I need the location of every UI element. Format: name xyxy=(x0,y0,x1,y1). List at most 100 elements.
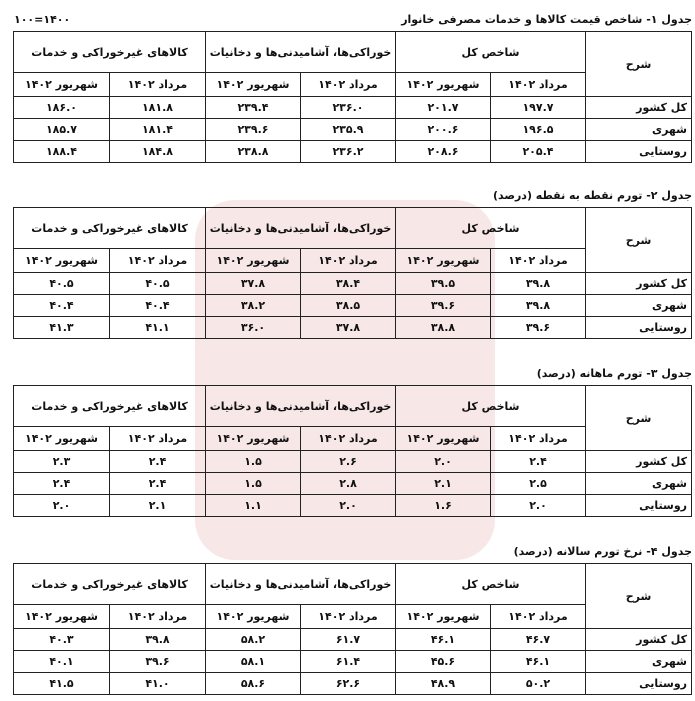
table-cell: ۴۶.۱ xyxy=(490,650,586,673)
table-cell: ۱.۵ xyxy=(205,472,301,495)
table-row: شهری ۲.۵ ۲.۱ ۲.۸ ۱.۵ ۲.۴ ۲.۴ xyxy=(13,472,692,495)
table-cell: ۵۸.۲ xyxy=(205,628,301,651)
table-block: جدول ۱- شاخص قیمت کالاها و خدمات مصرفی خ… xyxy=(13,12,692,163)
table-cell: ۲۳۹.۴ xyxy=(205,96,301,119)
row-label: روستایی xyxy=(585,494,692,517)
subheader-cell: شهریور ۱۴۰۲ xyxy=(13,72,110,97)
table-cell: ۴۰.۴ xyxy=(109,294,206,317)
subheader-cell: مرداد ۱۴۰۲ xyxy=(300,426,396,451)
table-cell: ۲۳۹.۶ xyxy=(205,118,301,141)
table-cell: ۲.۴ xyxy=(109,450,206,473)
header-cell: شرح xyxy=(585,207,692,273)
table-cell: ۱۸۱.۸ xyxy=(109,96,206,119)
table-cell: ۲۰۱.۷ xyxy=(395,96,491,119)
group-header: خوراکی‌ها، آشامیدنی‌ها و دخانیات xyxy=(205,207,396,249)
table-cell: ۶۱.۷ xyxy=(300,628,396,651)
table-cell: ۳۶.۰ xyxy=(205,316,301,339)
subheader-cell: مرداد ۱۴۰۲ xyxy=(109,248,206,273)
table-cell: ۲.۴ xyxy=(13,472,110,495)
table-caption: جدول ۳- تورم ماهانه (درصد) xyxy=(14,366,692,382)
table-cell: ۳۹.۸ xyxy=(490,272,586,295)
table-cell: ۲.۵ xyxy=(490,472,586,495)
header-row: شرح شاخص کل خوراکی‌ها، آشامیدنی‌ها و دخانی… xyxy=(13,563,692,629)
subheader-row: مرداد ۱۴۰۲ شهریور ۱۴۰۲ مرداد ۱۴۰۲ شهریور ۱۴… xyxy=(13,604,692,629)
table-cell: ۲.۶ xyxy=(300,450,396,473)
table-cell: ۴۱.۱ xyxy=(109,316,206,339)
subheader-cell: شهریور ۱۴۰۲ xyxy=(13,426,110,451)
row-label: کل کشور xyxy=(585,450,692,473)
row-label: روستایی xyxy=(585,316,692,339)
row-label: روستایی xyxy=(585,672,692,695)
table-cell: ۴۶.۷ xyxy=(490,628,586,651)
table-cell: ۴۱.۵ xyxy=(13,672,110,695)
subheader-cell: مرداد ۱۴۰۲ xyxy=(109,604,206,629)
row-label: شهری xyxy=(585,294,692,317)
table-row: کل کشور ۲.۴ ۲.۰ ۲.۶ ۱.۵ ۲.۴ ۲.۳ xyxy=(13,450,692,473)
table-row: شهری ۳۹.۸ ۳۹.۶ ۳۸.۵ ۳۸.۲ ۴۰.۴ ۴۰.۴ xyxy=(13,294,692,317)
table-cell: ۳۷.۸ xyxy=(205,272,301,295)
subheader-cell: شهریور ۱۴۰۲ xyxy=(395,426,491,451)
table-cell: ۴۰.۳ xyxy=(13,628,110,651)
table-cell: ۳۸.۴ xyxy=(300,272,396,295)
group-header: کالاهای غیرخوراکی و خدمات xyxy=(13,207,206,249)
table-title: جدول ۱- شاخص قیمت کالاها و خدمات مصرفی خ… xyxy=(401,13,692,26)
subheader-cell: شهریور ۱۴۰۲ xyxy=(395,248,491,273)
table-cell: ۲.۱ xyxy=(109,494,206,517)
row-label: کل کشور xyxy=(585,272,692,295)
table-cell: ۵۰.۲ xyxy=(490,672,586,695)
row-label: کل کشور xyxy=(585,96,692,119)
table-cell: ۳۹.۶ xyxy=(109,650,206,673)
table-row: روستایی ۵۰.۲ ۴۸.۹ ۶۲.۶ ۵۸.۶ ۴۱.۰ ۴۱.۵ xyxy=(13,672,692,695)
subheader-cell: شهریور ۱۴۰۲ xyxy=(205,72,301,97)
table-cell: ۱.۱ xyxy=(205,494,301,517)
table-title: جدول ۲- تورم نقطه به نقطه (درصد) xyxy=(492,189,692,202)
subheader-cell: مرداد ۱۴۰۲ xyxy=(300,72,396,97)
group-header: کالاهای غیرخوراکی و خدمات xyxy=(13,563,206,605)
table-cell: ۳۸.۸ xyxy=(395,316,491,339)
subheader-cell: مرداد ۱۴۰۲ xyxy=(300,604,396,629)
group-header: شاخص کل xyxy=(395,385,586,427)
row-label: روستایی xyxy=(585,140,692,163)
table-cell: ۵۸.۶ xyxy=(205,672,301,695)
group-header: خوراکی‌ها، آشامیدنی‌ها و دخانیات xyxy=(205,385,396,427)
table-cell: ۳۹.۸ xyxy=(109,628,206,651)
table-block: جدول ۲- تورم نقطه به نقطه (درصد) شرح شاخص … xyxy=(13,188,692,339)
group-header: خوراکی‌ها، آشامیدنی‌ها و دخانیات xyxy=(205,563,396,605)
subheader-cell: شهریور ۱۴۰۲ xyxy=(395,72,491,97)
table-cell: ۳۷.۸ xyxy=(300,316,396,339)
table-title: جدول ۴- نرخ تورم سالانه (درصد) xyxy=(513,545,692,558)
table-cell: ۴۰.۱ xyxy=(13,650,110,673)
table-cell: ۱۸۵.۷ xyxy=(13,118,110,141)
table-block: جدول ۴- نرخ تورم سالانه (درصد) شرح شاخص کل… xyxy=(13,544,692,695)
table-cell: ۲.۱ xyxy=(395,472,491,495)
group-header: کالاهای غیرخوراکی و خدمات xyxy=(13,31,206,73)
subheader-cell: مرداد ۱۴۰۲ xyxy=(109,72,206,97)
subheader-cell: شهریور ۱۴۰۲ xyxy=(395,604,491,629)
table-cell: ۲۰۸.۶ xyxy=(395,140,491,163)
table-cell: ۴۸.۹ xyxy=(395,672,491,695)
header-cell: شرح xyxy=(585,31,692,97)
table-row: شهری ۴۶.۱ ۴۵.۶ ۶۱.۴ ۵۸.۱ ۳۹.۶ ۴۰.۱ xyxy=(13,650,692,673)
table-cell: ۶۲.۶ xyxy=(300,672,396,695)
table-caption: جدول ۲- تورم نقطه به نقطه (درصد) xyxy=(14,188,692,204)
table-cell: ۱۸۶.۰ xyxy=(13,96,110,119)
subheader-cell: مرداد ۱۴۰۲ xyxy=(490,248,586,273)
subheader-cell: شهریور ۱۴۰۲ xyxy=(205,426,301,451)
group-header: شاخص کل xyxy=(395,31,586,73)
subheader-cell: مرداد ۱۴۰۲ xyxy=(490,426,586,451)
subheader-cell: شهریور ۱۴۰۲ xyxy=(13,248,110,273)
table-cell: ۴۰.۵ xyxy=(13,272,110,295)
table-cell: ۳۹.۶ xyxy=(395,294,491,317)
subheader-row: مرداد ۱۴۰۲ شهریور ۱۴۰۲ مرداد ۱۴۰۲ شهریور ۱۴… xyxy=(13,72,692,97)
table-caption: جدول ۴- نرخ تورم سالانه (درصد) xyxy=(14,544,692,560)
table-cell: ۲.۰ xyxy=(300,494,396,517)
table-cell: ۳۹.۵ xyxy=(395,272,491,295)
row-label: شهری xyxy=(585,650,692,673)
table-note: ۱۰۰=۱۴۰۰ xyxy=(14,13,71,26)
table-cell: ۳۹.۶ xyxy=(490,316,586,339)
table-block: جدول ۳- تورم ماهانه (درصد) شرح شاخص کل خورا… xyxy=(13,366,692,517)
group-header: خوراکی‌ها، آشامیدنی‌ها و دخانیات xyxy=(205,31,396,73)
table-cell: ۴۱.۰ xyxy=(109,672,206,695)
header-row: شرح شاخص کل خوراکی‌ها، آشامیدنی‌ها و دخانی… xyxy=(13,31,692,97)
